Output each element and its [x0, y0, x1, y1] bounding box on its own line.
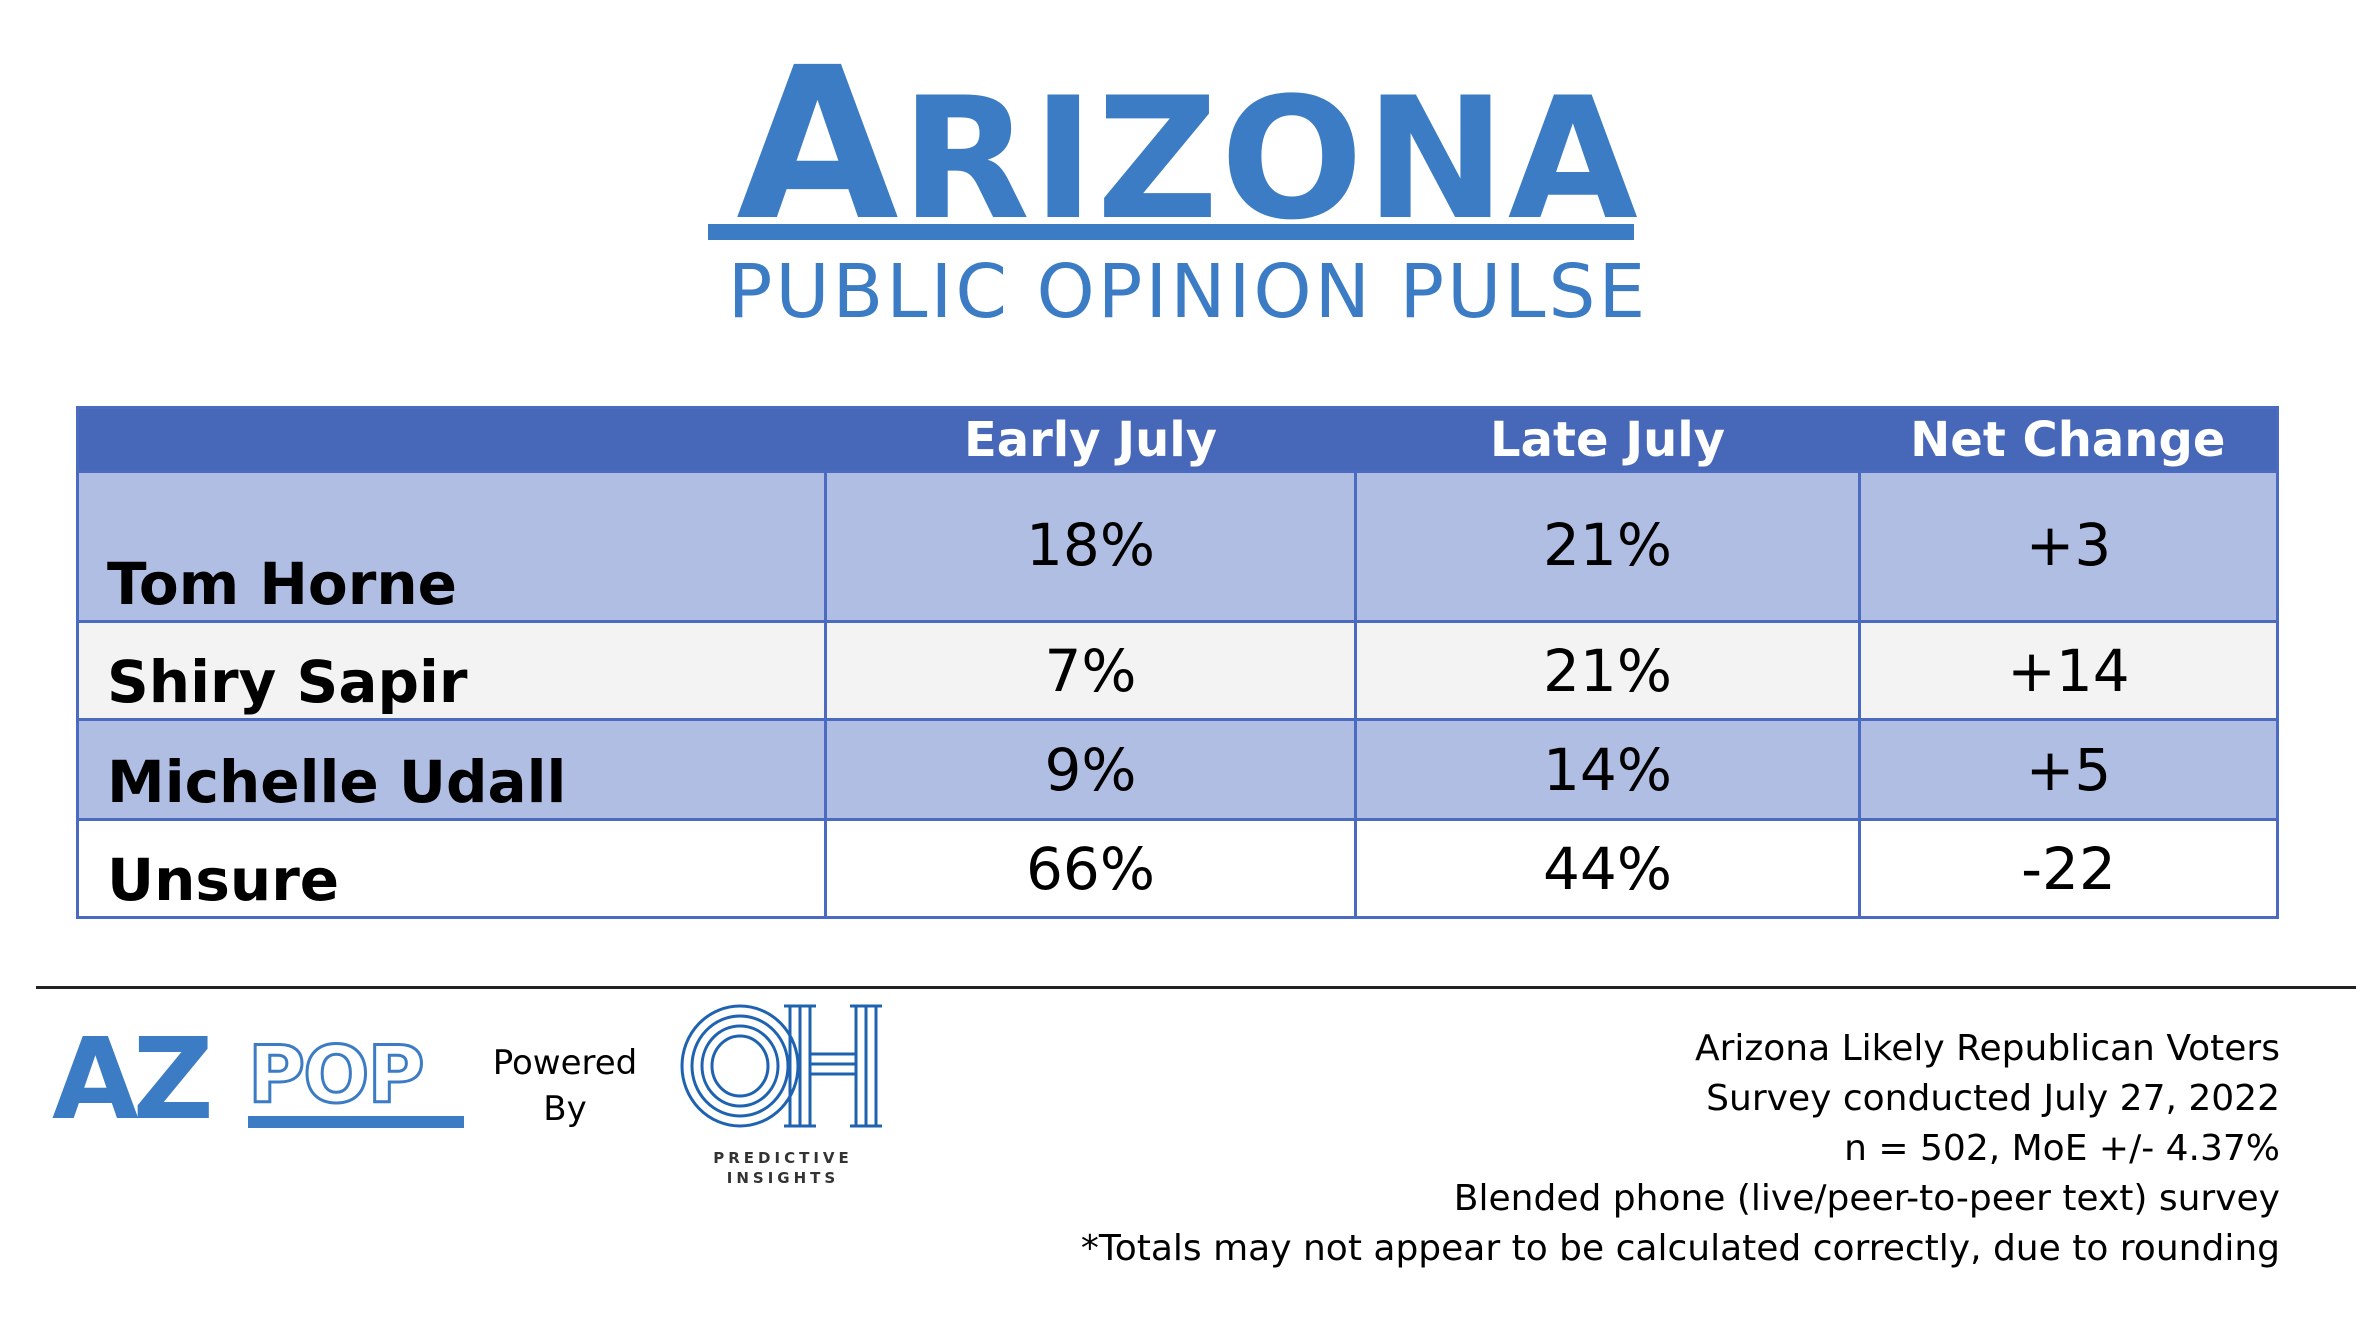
oh-caption-line-2: INSIGHTS	[726, 1169, 840, 1187]
cell-late-july: 21%	[1354, 620, 1861, 721]
powered-line-1: Powered	[492, 1043, 638, 1083]
note-rounding: *Totals may not appear to be calculated …	[1080, 1228, 2280, 1269]
table-row: Unsure 66% 44% -22	[76, 818, 2279, 919]
cell-early-july: 7%	[824, 620, 1357, 721]
note-method: Blended phone (live/peer-to-peer text) s…	[1453, 1178, 2280, 1219]
cell-net-change: +3	[1858, 470, 2279, 623]
cell-early-july: 18%	[824, 470, 1357, 623]
table-header-row: Early July Late July Net Change	[77, 407, 2278, 472]
oh-caption-line-1: PREDICTIVE	[713, 1149, 853, 1167]
poll-results-table: Early July Late July Net Change Tom Horn…	[76, 406, 2279, 919]
svg-text:POP: POP	[248, 1031, 423, 1121]
column-header-late-july: Late July	[1355, 407, 1860, 472]
note-sample: n = 502, MoE +/- 4.37%	[1844, 1128, 2280, 1169]
cell-early-july: 9%	[824, 718, 1357, 821]
oh-predictive-insights-logo	[680, 1004, 882, 1128]
azpop-logo: AZ POP	[52, 1022, 464, 1134]
row-label: Shiry Sapir	[76, 620, 827, 721]
cell-net-change: -22	[1858, 818, 2279, 919]
column-header-candidate	[77, 407, 826, 472]
brand-subtitle: PUBLIC OPINION PULSE	[727, 249, 1649, 335]
brand-title-initial: A	[736, 22, 901, 267]
row-label: Tom Horne	[76, 470, 827, 623]
column-header-net-change: Net Change	[1859, 407, 2278, 472]
column-header-early-july: Early July	[825, 407, 1356, 472]
survey-notes: Arizona Likely Republican Voters Survey …	[1081, 1024, 2280, 1274]
cell-net-change: +5	[1858, 718, 2279, 821]
powered-line-2: By	[543, 1089, 587, 1129]
cell-early-july: 66%	[824, 818, 1357, 919]
cell-late-july: 14%	[1354, 718, 1861, 821]
table-row: Michelle Udall 9% 14% +5	[76, 718, 2279, 821]
powered-by-label: Powered By	[490, 1040, 640, 1132]
note-date: Survey conducted July 27, 2022	[1706, 1078, 2280, 1119]
row-label: Unsure	[76, 818, 827, 919]
table-row: Tom Horne 18% 21% +3	[76, 470, 2279, 623]
brand-divider	[708, 224, 1634, 240]
footer-divider	[36, 986, 2356, 989]
note-population: Arizona Likely Republican Voters	[1694, 1028, 2280, 1069]
table-row: Shiry Sapir 7% 21% +14	[76, 620, 2279, 721]
cell-net-change: +14	[1858, 620, 2279, 721]
row-label: Michelle Udall	[76, 718, 827, 821]
cell-late-july: 21%	[1354, 470, 1861, 623]
cell-late-july: 44%	[1354, 818, 1861, 919]
svg-text:AZ: AZ	[52, 1022, 210, 1134]
oh-logo-caption: PREDICTIVE INSIGHTS	[678, 1148, 888, 1188]
